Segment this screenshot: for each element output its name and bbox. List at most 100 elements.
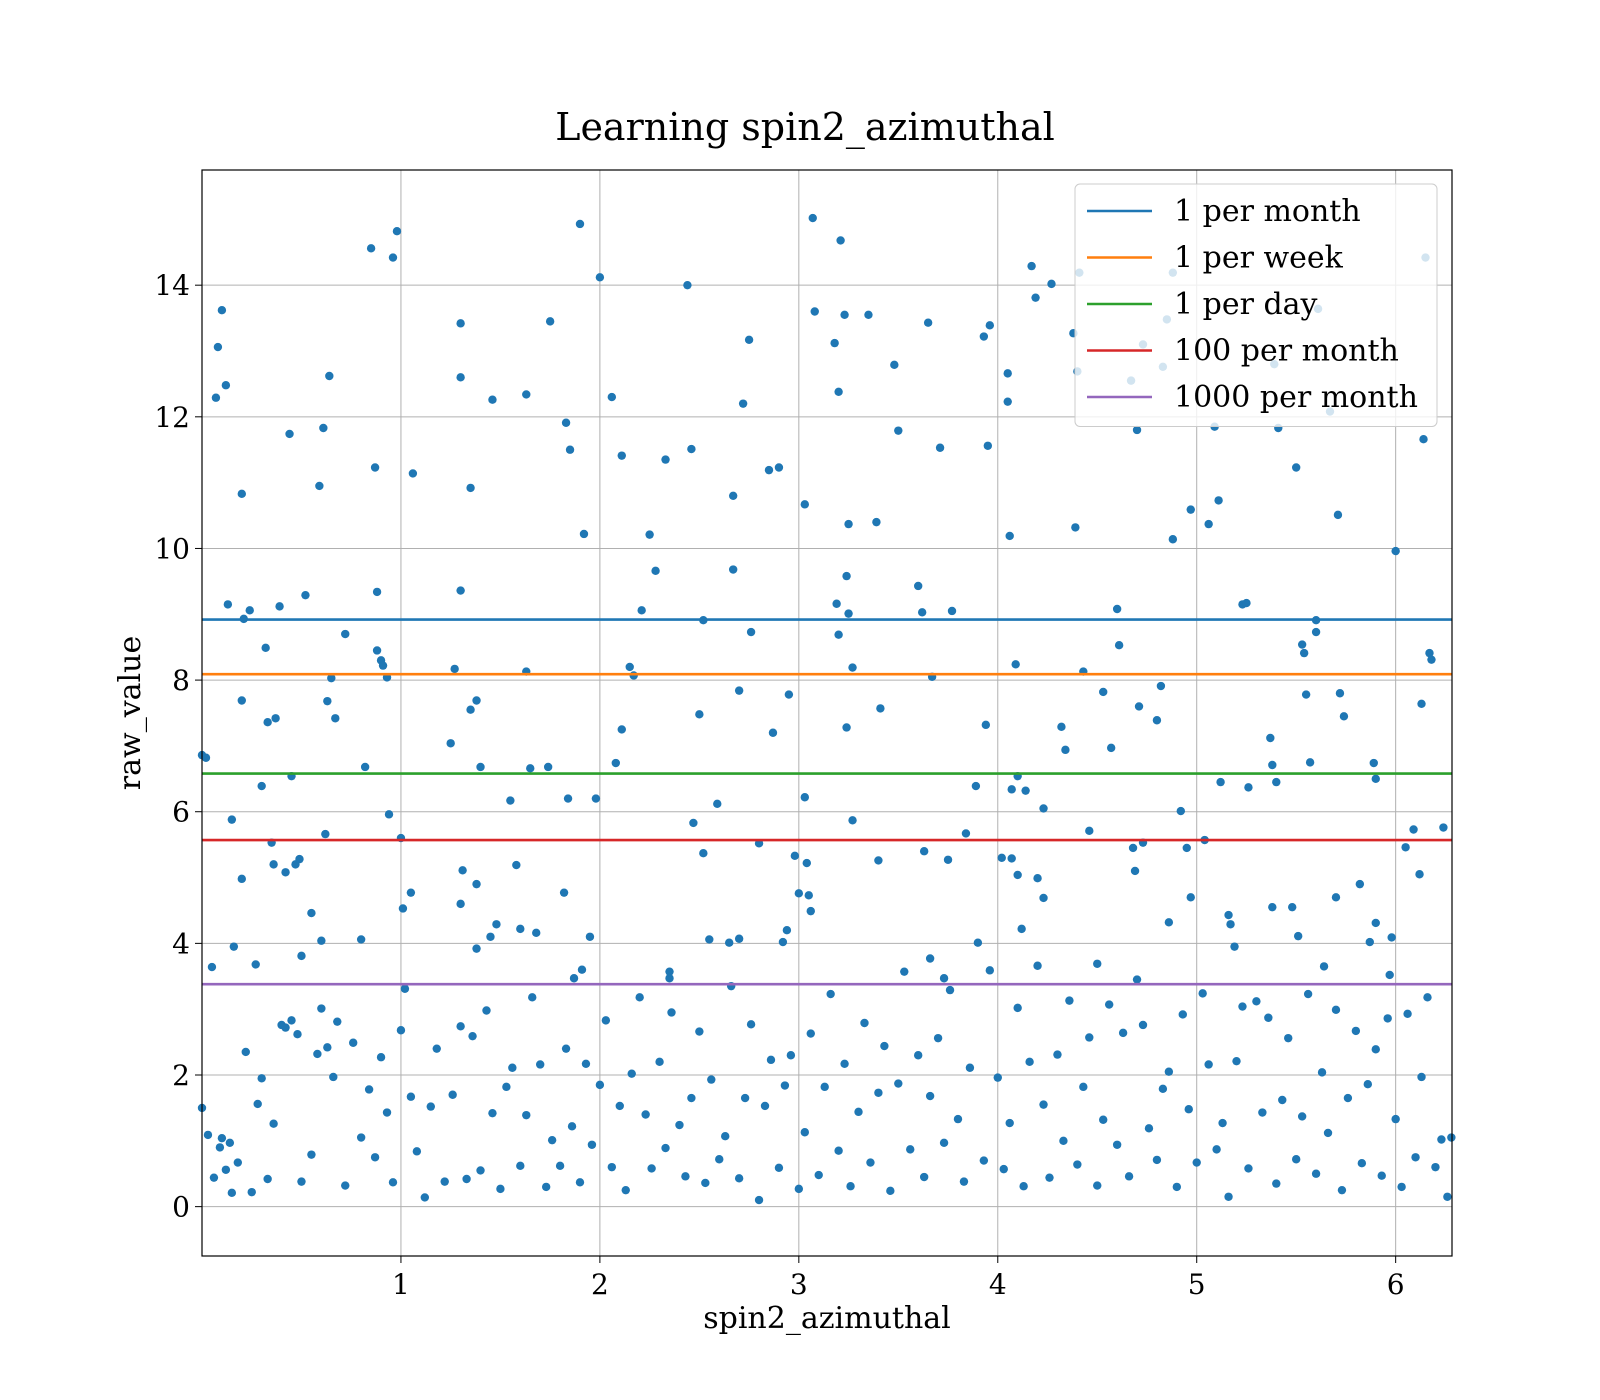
- data-point: [661, 455, 670, 464]
- data-point: [1039, 804, 1048, 813]
- data-point: [687, 1093, 696, 1103]
- data-point: [528, 993, 537, 1002]
- data-point: [1204, 519, 1213, 529]
- data-point: [844, 609, 853, 618]
- data-point: [800, 1128, 809, 1137]
- data-point: [721, 1132, 730, 1141]
- data-point: [1033, 874, 1042, 883]
- data-point: [740, 1093, 750, 1103]
- data-point: [440, 1177, 449, 1186]
- data-point: [579, 529, 589, 539]
- data-point: [834, 1146, 843, 1155]
- data-point: [366, 244, 376, 253]
- data-point: [746, 627, 756, 637]
- data-point: [1218, 1118, 1227, 1128]
- data-point: [227, 1188, 237, 1198]
- y-axis-label: raw_value: [113, 636, 148, 790]
- y-tick-label: 4: [172, 927, 190, 960]
- data-point: [830, 338, 839, 348]
- data-point: [1365, 937, 1374, 947]
- data-point: [806, 1029, 815, 1038]
- data-point: [1288, 902, 1297, 912]
- data-point: [502, 1082, 511, 1092]
- data-point: [331, 714, 340, 723]
- data-point: [820, 1082, 829, 1092]
- data-point: [251, 960, 260, 969]
- x-tick-label: 2: [591, 1268, 609, 1301]
- data-point: [1377, 1171, 1386, 1180]
- data-point: [1031, 293, 1040, 302]
- data-point: [565, 445, 575, 454]
- data-point: [1427, 655, 1436, 664]
- data-point: [695, 1027, 704, 1036]
- data-point: [705, 935, 714, 944]
- data-point: [275, 602, 284, 611]
- data-point: [382, 1108, 392, 1117]
- data-point: [1278, 1095, 1287, 1105]
- data-point: [472, 696, 481, 705]
- data-point: [341, 629, 350, 639]
- data-point: [637, 606, 646, 615]
- data-point: [456, 319, 465, 328]
- data-point: [372, 646, 382, 655]
- data-point: [492, 920, 501, 929]
- data-point: [715, 1155, 724, 1164]
- data-point: [237, 874, 246, 884]
- data-point: [1355, 879, 1365, 889]
- data-point: [625, 662, 634, 672]
- data-point: [774, 463, 784, 472]
- data-point: [456, 1022, 465, 1031]
- data-point: [468, 1031, 477, 1041]
- data-point: [293, 1029, 302, 1039]
- data-point: [635, 993, 644, 1002]
- data-point: [472, 944, 481, 953]
- data-point: [261, 643, 270, 653]
- data-point: [1333, 510, 1343, 520]
- data-point: [595, 1080, 605, 1090]
- data-point: [1186, 505, 1195, 514]
- data-point: [1212, 1145, 1221, 1154]
- data-point: [536, 1060, 545, 1069]
- y-tick-label: 8: [172, 664, 190, 697]
- data-point: [707, 1075, 716, 1084]
- data-point: [1214, 496, 1223, 505]
- data-point: [1385, 970, 1394, 980]
- data-point: [1371, 918, 1380, 928]
- data-point: [1007, 785, 1016, 794]
- data-point: [728, 491, 738, 500]
- data-point: [1164, 1067, 1174, 1076]
- data-point: [356, 1133, 366, 1142]
- data-point: [448, 1090, 457, 1099]
- data-point: [541, 1182, 551, 1192]
- data-point: [627, 1069, 636, 1078]
- data-point: [695, 710, 704, 719]
- data-point: [611, 758, 621, 768]
- data-point: [933, 1033, 943, 1043]
- data-point: [1383, 1014, 1392, 1023]
- data-point: [778, 937, 788, 947]
- data-point: [237, 489, 246, 499]
- data-point: [728, 565, 738, 574]
- data-point: [1301, 690, 1311, 699]
- data-point: [488, 395, 497, 404]
- data-point: [810, 307, 819, 316]
- y-tick-label: 6: [172, 796, 190, 829]
- data-point: [1172, 1182, 1182, 1192]
- data-point: [321, 829, 330, 839]
- data-point: [223, 600, 233, 609]
- data-point: [450, 664, 459, 674]
- data-point: [764, 465, 774, 475]
- data-point: [227, 815, 237, 824]
- legend-label: 100 per month: [1174, 334, 1399, 369]
- data-point: [348, 1038, 358, 1047]
- x-axis-label: spin2_azimuthal: [703, 1301, 951, 1336]
- data-point: [939, 974, 949, 983]
- data-point: [512, 860, 521, 870]
- data-point: [645, 530, 654, 539]
- data-point: [1331, 1005, 1341, 1015]
- data-point: [1027, 261, 1036, 271]
- data-point: [526, 764, 535, 773]
- data-point: [333, 1017, 342, 1026]
- data-point: [780, 1081, 790, 1090]
